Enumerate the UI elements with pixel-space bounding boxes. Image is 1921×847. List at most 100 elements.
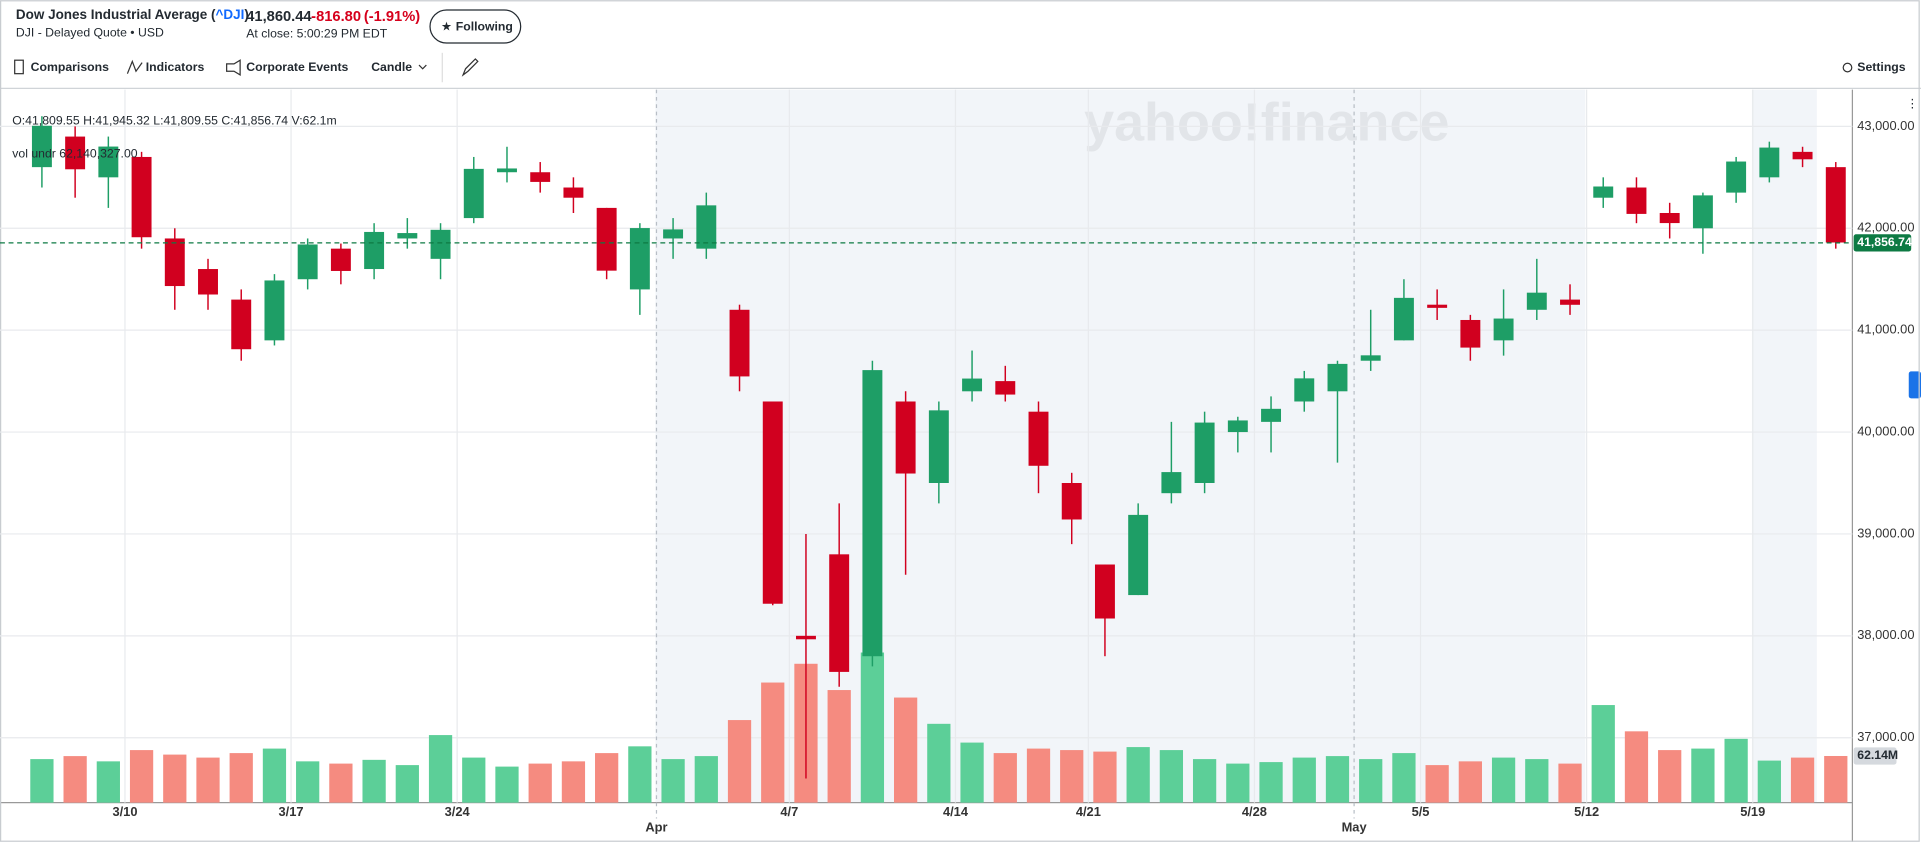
candle-body	[430, 229, 451, 259]
candle-body	[330, 248, 351, 271]
x-tick-label: Apr	[645, 820, 667, 835]
y-tick-label: 39,000.00	[1857, 525, 1914, 540]
x-tick-label: 5/5	[1412, 804, 1430, 819]
volume-bar	[462, 757, 486, 803]
price-change-percent: (-1.91%)	[364, 9, 420, 25]
candle-body	[1261, 408, 1282, 422]
candle-body	[1128, 514, 1149, 596]
close-time: At close: 5:00:29 PM EDT	[246, 27, 387, 41]
x-tick-label: 3/24	[445, 804, 471, 819]
candle-body	[1194, 422, 1215, 483]
candle-body	[862, 370, 883, 657]
volume-bar	[1724, 738, 1748, 803]
volume-bar	[196, 757, 220, 803]
toolbar-item[interactable]: Candle	[371, 60, 412, 74]
volume-bar	[1591, 705, 1615, 803]
volume-bar	[628, 746, 652, 803]
toolbar-item[interactable]: Indicators	[146, 60, 205, 74]
price-change: -816.80	[311, 9, 361, 25]
follow-button-outline[interactable]	[429, 9, 522, 44]
symbol-link[interactable]: ^DJI	[216, 6, 245, 21]
volume-bar	[694, 756, 718, 803]
volume-study-name: vol undr	[12, 147, 56, 161]
candle-body	[397, 233, 418, 239]
x-tick-label: 3/10	[112, 804, 137, 819]
follow-button[interactable]: ★ Following	[429, 9, 522, 44]
price: 41,860.44	[246, 9, 312, 25]
readout-low: L:41,809.55	[153, 114, 218, 128]
last-price-label: 41,856.74	[1857, 235, 1912, 249]
x-tick-label: May	[1342, 820, 1368, 835]
candle-body	[164, 238, 185, 287]
overlay: O:41,809.55 H:41,945.32 L:41,809.55 C:41…	[12, 114, 336, 161]
candle-body	[1626, 187, 1647, 214]
settings-button[interactable]: Settings	[1857, 60, 1906, 74]
toolbar-item[interactable]: Corporate Events	[246, 60, 348, 74]
candle-body	[796, 635, 816, 640]
x-tick-label: 4/14	[943, 804, 969, 819]
candle-body	[1560, 299, 1580, 305]
y-tick-label: 43,000.00	[1857, 118, 1914, 133]
candle-body	[497, 168, 517, 173]
volume-bar	[395, 765, 419, 803]
x-tick-label: 5/19	[1740, 804, 1765, 819]
volume-bar	[1226, 763, 1250, 803]
volume-bar	[229, 753, 253, 803]
volume-bar	[1159, 750, 1184, 803]
volume-bar	[296, 761, 320, 803]
draw-icon[interactable]	[461, 58, 479, 77]
toolbar-item[interactable]: Comparisons	[31, 60, 109, 74]
volume-bar	[1392, 753, 1416, 803]
candle-body	[1759, 147, 1780, 178]
candle-body	[1692, 195, 1713, 229]
candle-body	[65, 136, 86, 170]
candle-body	[1028, 411, 1049, 466]
candle-body	[364, 231, 385, 270]
y-tick-label: 37,000.00	[1857, 729, 1914, 744]
readout-volume: V:62.1m	[292, 114, 337, 128]
candle-body	[629, 228, 650, 290]
side-panel-tab[interactable]	[1908, 371, 1921, 399]
y-tick-label: 40,000.00	[1857, 423, 1914, 438]
indicators-icon	[126, 59, 143, 74]
quote-title: Dow Jones Industrial Average (^DJI)	[16, 6, 249, 21]
volume-bar	[1093, 751, 1117, 803]
volume-bar	[827, 690, 851, 803]
candle-body	[1493, 318, 1514, 341]
last-price-tag	[1853, 234, 1912, 252]
volume-bar	[1458, 761, 1482, 803]
volume-bar	[329, 763, 353, 803]
volume-bar	[860, 652, 885, 803]
candle-body	[1427, 304, 1448, 308]
candle-body	[895, 401, 916, 474]
volume-tag	[1853, 747, 1897, 765]
volume-bar	[1192, 759, 1217, 803]
volume-tag-label: 62.14M	[1857, 748, 1898, 762]
candle-body	[231, 299, 252, 350]
volume-bar	[528, 763, 552, 803]
candle-body	[131, 156, 152, 238]
volume-bar	[927, 723, 951, 803]
y-tick-label: 38,000.00	[1857, 627, 1914, 642]
candle-body	[663, 229, 684, 239]
star-icon: ★	[441, 19, 452, 33]
quote-subtitle: DJI - Delayed Quote • USD	[16, 25, 164, 39]
volume-bar	[1525, 759, 1549, 803]
volume-bar	[1425, 765, 1449, 803]
more-menu[interactable]: ⋮	[1906, 97, 1918, 111]
volume-bar	[595, 753, 619, 803]
x-tick-label: 4/7	[780, 804, 798, 819]
candle-body	[829, 554, 850, 672]
volume-bar	[561, 761, 586, 803]
candle-body	[928, 410, 949, 483]
volume-bar	[1259, 762, 1283, 803]
candle-body	[1294, 378, 1315, 402]
volume-bar	[1491, 757, 1516, 803]
volume-bar	[1691, 748, 1715, 803]
follow-label[interactable]: Following	[456, 19, 513, 33]
candle-body	[1327, 363, 1348, 392]
candle-body	[1460, 319, 1481, 348]
volume-bar	[1060, 750, 1084, 803]
volume-study-value: 62,140,327.00	[59, 147, 138, 161]
